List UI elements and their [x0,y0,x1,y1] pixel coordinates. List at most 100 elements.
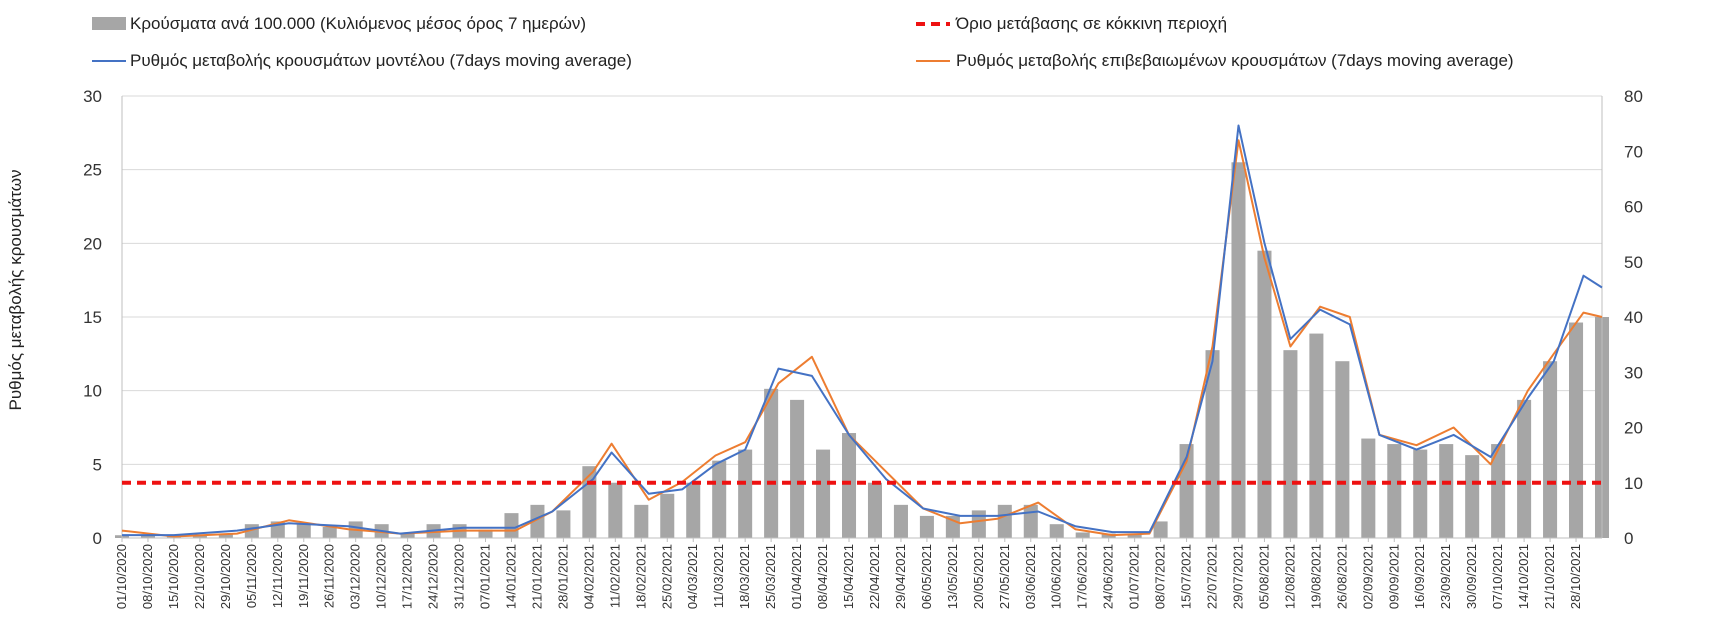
bar [971,510,986,538]
bar [1075,532,1090,538]
series-line-confirmed [121,139,1603,538]
bar [504,513,519,538]
x-tick-label: 08/10/2020 [140,544,155,609]
legend-label-confirmed: Ρυθμός μεταβολής επιβεβαιωμένων κρουσμάτ… [956,51,1514,70]
bar [1569,322,1584,538]
legend: Κρούσματα ανά 100.000 (Κυλιόμενος μέσος … [92,14,1514,70]
x-tick-label: 21/01/2021 [529,544,544,609]
bar [1231,162,1246,539]
x-tick-label: 16/09/2021 [1412,544,1427,609]
x-axis-ticks: 01/10/2020 08/10/2020 15/10/2020 22/10/2020… [114,538,1583,609]
bar [1049,524,1064,538]
bar [478,529,493,538]
x-tick-label: 21/10/2021 [1542,544,1557,609]
y-left-tick-label: 10 [83,382,102,401]
x-tick-label: 05/11/2020 [244,544,259,608]
x-tick-label: 14/10/2021 [1516,544,1531,609]
bar [400,532,415,538]
x-tick-label: 22/07/2021 [1205,544,1220,609]
bar [608,482,623,538]
bar [1153,521,1168,538]
x-tick-label: 13/05/2021 [945,544,960,609]
x-tick-label: 08/07/2021 [1153,544,1168,609]
x-tick-label: 14/01/2021 [503,544,518,609]
x-tick-label: 07/10/2021 [1490,544,1505,609]
y-right-tick-label: 20 [1624,419,1643,438]
x-tick-label: 28/10/2021 [1568,544,1583,609]
bar [530,504,545,538]
legend-label-bars: Κρούσματα ανά 100.000 (Κυλιόμενος μέσος … [130,14,586,33]
x-tick-label: 26/08/2021 [1334,544,1349,609]
x-tick-label: 01/07/2021 [1127,544,1142,609]
x-tick-label: 05/08/2021 [1256,544,1271,609]
y-left-tick-label: 25 [83,161,102,180]
y-axis-left-title: Ρυθμός μεταβολής κρουσμάτων [6,170,25,411]
x-tick-label: 03/12/2020 [348,544,363,609]
y-left-tick-label: 20 [83,234,102,253]
x-tick-label: 09/09/2021 [1386,544,1401,609]
x-tick-label: 26/11/2020 [322,544,337,608]
bar [842,433,857,538]
y-axis-left-ticks: 0 5 10 15 20 25 30 [83,87,102,548]
x-tick-label: 01/10/2020 [114,544,129,609]
x-tick-label: 12/08/2021 [1282,544,1297,609]
y-right-tick-label: 50 [1624,253,1643,272]
x-tick-label: 29/07/2021 [1230,544,1245,609]
x-tick-label: 12/11/2020 [270,544,285,608]
bar [816,449,831,538]
x-tick-label: 29/04/2021 [893,544,908,609]
bar [322,526,337,538]
bar [997,504,1012,538]
bar [660,493,675,538]
bar [556,510,571,538]
bar [192,535,207,538]
x-tick-label: 11/03/2021 [711,544,726,608]
bar [1413,449,1428,538]
x-tick-label: 23/09/2021 [1438,544,1453,609]
bar [1465,455,1480,538]
bar [764,388,779,538]
y-left-tick-label: 15 [83,308,102,327]
x-tick-label: 15/04/2021 [841,544,856,609]
bar [1543,361,1558,538]
bar [867,482,882,538]
y-left-tick-label: 30 [83,87,102,106]
x-tick-label: 27/05/2021 [997,544,1012,609]
x-tick-label: 10/12/2020 [374,544,389,609]
x-tick-label: 04/02/2021 [581,544,596,609]
y-right-tick-label: 70 [1624,142,1643,161]
x-tick-label: 19/11/2020 [296,544,311,608]
y-right-tick-label: 40 [1624,308,1643,327]
x-tick-label: 07/01/2021 [478,544,493,609]
x-tick-label: 29/10/2020 [218,544,233,609]
legend-label-model: Ρυθμός μεταβολής κρουσμάτων μοντέλου (7d… [130,51,632,70]
bar [1517,399,1532,538]
x-tick-label: 30/09/2021 [1464,544,1479,609]
bar [1101,533,1116,538]
x-tick-label: 20/05/2021 [971,544,986,609]
x-tick-label: 15/10/2020 [166,544,181,609]
y-axis-right-ticks: 0 10 20 30 40 50 60 70 80 [1624,87,1643,548]
x-tick-label: 18/02/2021 [633,544,648,609]
x-tick-label: 10/06/2021 [1049,544,1064,609]
x-tick-label: 19/08/2021 [1308,544,1323,609]
bar [1257,250,1272,538]
y-right-tick-label: 60 [1624,198,1643,217]
x-tick-label: 02/09/2021 [1360,544,1375,609]
bar [790,399,805,538]
bar [738,449,753,538]
bar [1127,534,1142,538]
x-tick-label: 01/04/2021 [789,544,804,609]
bar [919,515,934,538]
x-tick-label: 22/04/2021 [867,544,882,609]
bar [296,524,311,538]
x-tick-label: 24/12/2020 [426,544,441,609]
bar [893,504,908,538]
bar [686,482,701,538]
y-right-tick-label: 30 [1624,363,1643,382]
bar [1387,444,1402,538]
bar [1023,504,1038,538]
bar [1439,444,1454,538]
x-tick-label: 22/10/2020 [192,544,207,609]
x-tick-label: 25/03/2021 [763,544,778,609]
